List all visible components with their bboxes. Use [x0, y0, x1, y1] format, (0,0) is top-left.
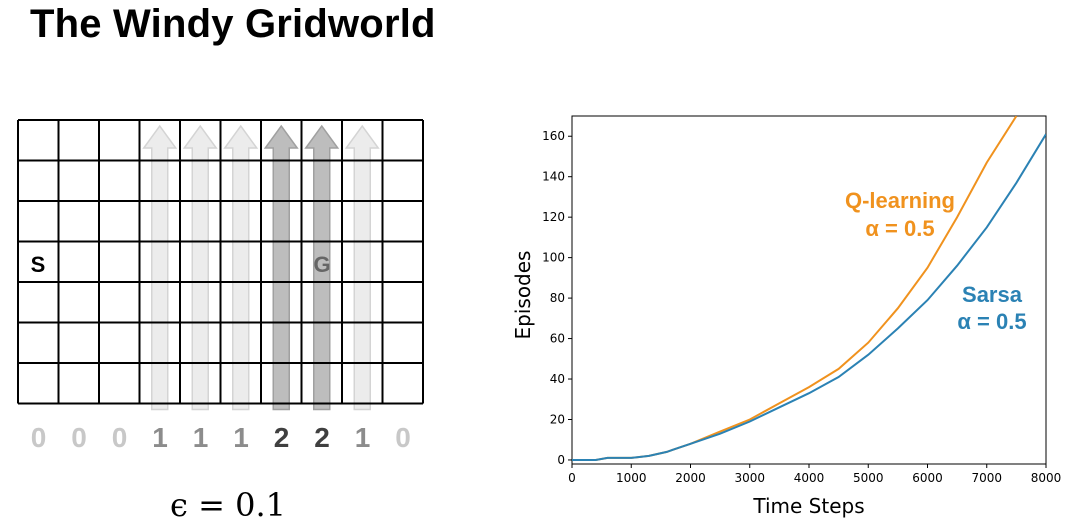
y-axis-ticks: 0 20 40 60 80 100 120 140 160 [542, 129, 572, 467]
sarsa-line [572, 133, 1046, 461]
q-learning-line [572, 116, 1018, 461]
wind-value: 1 [233, 422, 249, 453]
sarsa-label: Sarsa [962, 282, 1023, 307]
y-tick-label: 140 [542, 170, 565, 184]
wind-value: 2 [273, 422, 290, 453]
y-tick-label: 80 [550, 291, 565, 305]
wind-value: 1 [192, 422, 209, 453]
x-tick-label: 5000 [853, 471, 884, 485]
grid-lines [17, 119, 424, 405]
y-axis-label: Episodes [511, 251, 535, 340]
x-tick-label: 0 [568, 471, 576, 485]
x-tick-label: 6000 [912, 471, 943, 485]
x-axis-ticks: 0 1000 2000 3000 4000 5000 6000 7000 8000 [568, 464, 1061, 485]
q-learning-alpha-label: α = 0.5 [865, 216, 934, 241]
wind-arrow-col-5 [182, 124, 218, 411]
page-title: The Windy Gridworld [30, 2, 436, 46]
y-tick-label: 100 [542, 251, 565, 265]
series-lines [572, 116, 1046, 461]
y-tick-label: 40 [550, 372, 565, 386]
y-tick-label: 0 [557, 453, 565, 467]
wind-arrow-col-9 [344, 124, 380, 411]
wind-arrow-col-7 [263, 124, 299, 411]
wind-arrow-col-6 [223, 124, 259, 411]
x-tick-label: 1000 [616, 471, 647, 485]
wind-value: 0 [111, 422, 128, 453]
wind-arrows [142, 124, 380, 411]
wind-arrow-col-4 [142, 124, 178, 411]
sarsa-alpha-label: α = 0.5 [957, 309, 1026, 334]
x-tick-label: 3000 [734, 471, 765, 485]
start-cell-label: S [31, 252, 46, 277]
x-tick-label: 7000 [971, 471, 1002, 485]
epsilon-label: ϵ = 0.1 [170, 486, 286, 524]
x-tick-label: 8000 [1031, 471, 1062, 485]
x-tick-label: 4000 [794, 471, 825, 485]
y-tick-label: 60 [550, 332, 565, 346]
wind-value: 2 [314, 422, 330, 453]
goal-cell-label: G [313, 252, 330, 277]
y-tick-label: 160 [542, 129, 565, 143]
q-learning-label: Q-learning [845, 188, 955, 213]
wind-arrow-col-8 [304, 124, 340, 411]
wind-value: 0 [30, 422, 47, 453]
wind-value: 0 [71, 422, 87, 453]
x-axis-label: Time Steps [752, 494, 864, 518]
wind-value: 1 [354, 422, 371, 453]
wind-value: 0 [395, 422, 411, 453]
y-tick-label: 120 [542, 210, 565, 224]
y-tick-label: 20 [550, 412, 565, 426]
wind-value: 1 [152, 422, 168, 453]
x-tick-label: 2000 [675, 471, 706, 485]
